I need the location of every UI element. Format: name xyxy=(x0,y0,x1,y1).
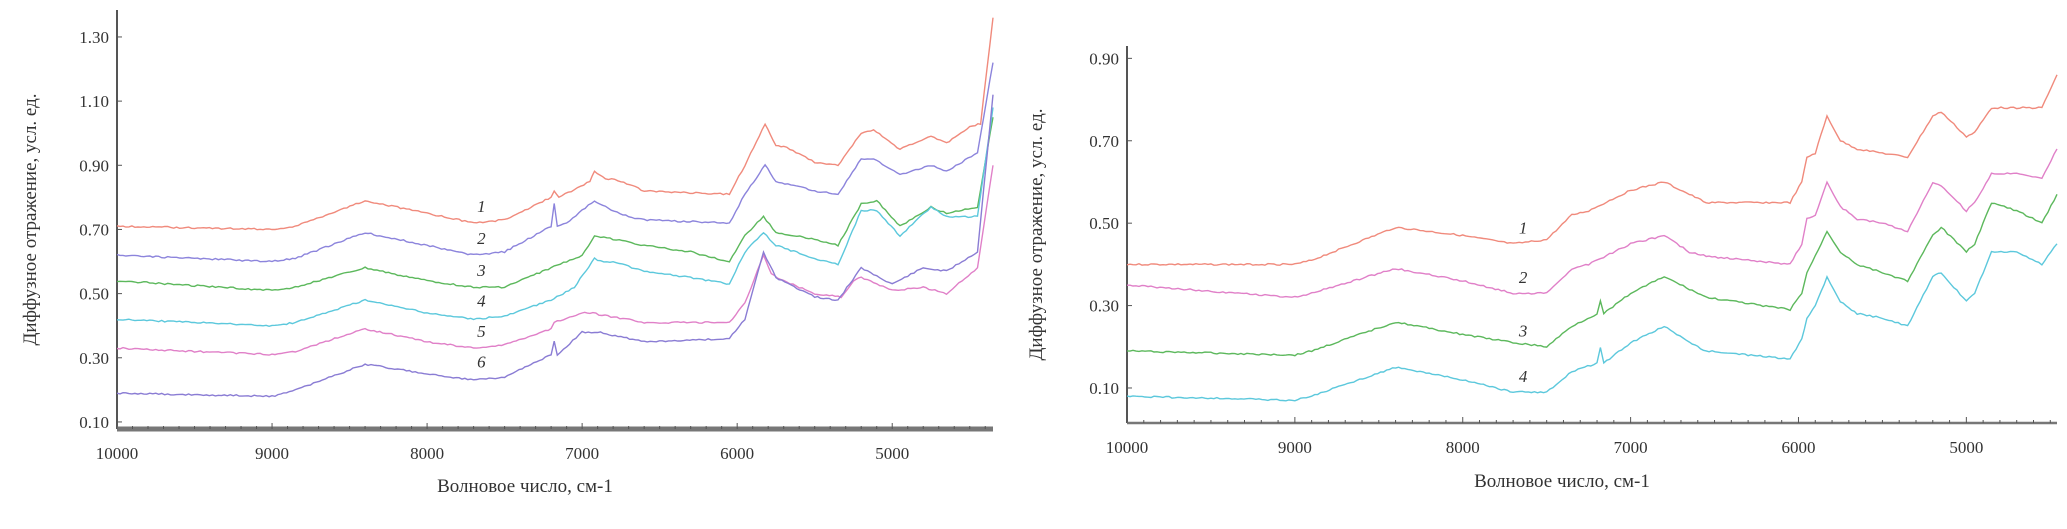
curve-label: 4 xyxy=(1519,367,1528,386)
curve-label: 1 xyxy=(1519,218,1528,237)
curve-label: 4 xyxy=(477,291,486,310)
x-tick-label: 7000 xyxy=(565,444,599,463)
y-tick-label: 0.90 xyxy=(79,156,109,175)
curve-label: 3 xyxy=(476,261,486,280)
chart-2: 10000 9000 8000 7000 6000 5000 0.10 0.30 0.50 0.7… xyxy=(1026,46,2058,492)
y-tick-label: 0.70 xyxy=(79,220,109,239)
y-tick-label: 0.90 xyxy=(1089,49,1119,68)
x-tick-label: 8000 xyxy=(1446,438,1480,457)
y-tick-label: 0.10 xyxy=(79,413,109,432)
curve-label: 6 xyxy=(477,352,486,371)
x-tick-label: 5000 xyxy=(1949,438,1983,457)
x-tick-label: 9000 xyxy=(255,444,289,463)
y-axis-label: Диффузное отражение, усл. ед. xyxy=(1026,108,1047,360)
x-tick-label: 10000 xyxy=(96,444,139,463)
curve-label: 3 xyxy=(1518,321,1528,340)
curve-label: 5 xyxy=(477,322,486,341)
chart-1: 10000 9000 8000 7000 6000 5000 0.10 0.30 0.50 0.7… xyxy=(20,10,994,497)
x-tick-label: 8000 xyxy=(410,444,444,463)
x-axis-label: Волновое число, см-1 xyxy=(1474,471,1650,492)
y-tick-label: 0.30 xyxy=(1089,297,1119,316)
x-tick-label: 10000 xyxy=(1106,438,1149,457)
series-line-4 xyxy=(116,107,994,328)
x-axis-label: Волновое число, см-1 xyxy=(437,476,613,497)
x-tick-label: 6000 xyxy=(720,444,754,463)
y-tick-label: 0.50 xyxy=(79,285,109,304)
series-line-2 xyxy=(1127,148,2058,298)
series-line-4 xyxy=(1126,243,2058,402)
curve-label: 1 xyxy=(477,197,486,216)
y-axis-label: Диффузное отражение, усл. ед. xyxy=(20,93,41,345)
series-line-1 xyxy=(1126,74,2058,266)
x-tick-label: 7000 xyxy=(1614,438,1648,457)
series-line-1 xyxy=(116,17,994,231)
series-line-2 xyxy=(116,62,994,263)
curve-label: 2 xyxy=(1519,268,1528,287)
y-tick-label: 1.10 xyxy=(79,92,109,111)
curve-label: 2 xyxy=(477,229,486,248)
y-tick-label: 0.50 xyxy=(1089,214,1119,233)
x-tick-label: 5000 xyxy=(875,444,909,463)
series-line-5 xyxy=(116,165,994,356)
series-line-3 xyxy=(116,117,994,292)
y-tick-label: 0.70 xyxy=(1089,132,1119,151)
y-tick-label: 1.30 xyxy=(79,28,109,47)
y-tick-label: 0.30 xyxy=(79,349,109,368)
series-line-3 xyxy=(1126,194,2058,357)
series-line-6 xyxy=(116,94,994,398)
y-tick-label: 0.10 xyxy=(1089,379,1119,398)
x-tick-label: 6000 xyxy=(1781,438,1815,457)
x-tick-label: 9000 xyxy=(1278,438,1312,457)
